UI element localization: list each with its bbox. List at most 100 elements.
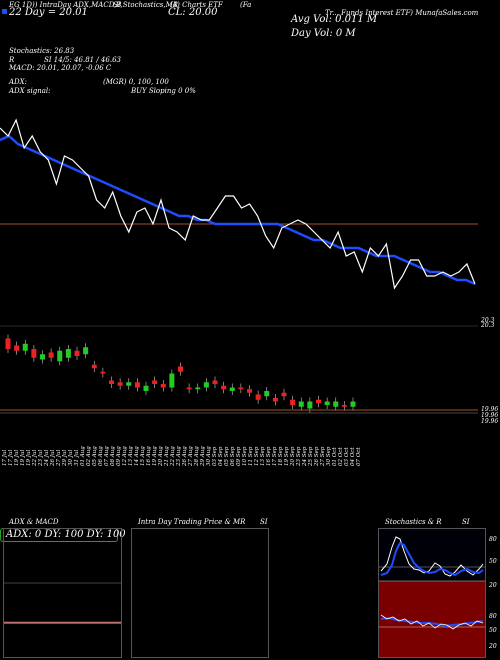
date-label-6: 23 Jul (38, 450, 44, 467)
legend-marker-icon (2, 9, 7, 14)
date-label-18: 08 Aug (110, 446, 116, 466)
rsi-tick-80: 80 (489, 613, 497, 620)
candle-body-16 (143, 385, 149, 391)
date-label-53: 27 Sep (320, 446, 326, 467)
date-label-9: 27 Jul (56, 450, 62, 467)
stoch-tick-20: 20 (489, 582, 497, 589)
candle-body-35 (307, 401, 313, 409)
header-title-left: EG 1D)) IntraDay ADX,MACD,B (9, 1, 122, 9)
date-label-56: 02 Oct (338, 447, 344, 466)
candle-body-11 (100, 371, 106, 374)
date-readout: 22 Day = 20.01 (9, 7, 88, 18)
date-label-15: 05 Aug (92, 446, 98, 466)
date-label-42: 12 Sep (254, 446, 260, 466)
candle-body-12 (109, 380, 114, 384)
date-label-1: 17 Jul (8, 450, 14, 466)
date-label-13: 01 Aug (80, 446, 86, 466)
candle-body-23 (203, 382, 209, 388)
rsi-tick-50: 50 (489, 627, 497, 634)
date-label-52: 26 Sep (314, 446, 320, 467)
stoch-tick-80: 80 (489, 536, 497, 543)
candle-body-26 (229, 387, 235, 391)
candle-body-39 (341, 405, 347, 407)
price-label-top: 20.3 (481, 317, 495, 324)
date-label-4: 19 Jul (26, 450, 32, 466)
date-label-0: 17 Jul (2, 450, 8, 466)
date-label-45: 17 Sep (272, 446, 278, 466)
price-chart: 17 Jul 17 Jul 19 Jul 19 Jul 19 Jul 22 Jul 23 J… (0, 118, 478, 467)
date-label-30: 26 Aug (182, 446, 188, 467)
stoch-panel-title: Stochastics & R (385, 518, 442, 526)
series-line-0 (0, 134, 476, 286)
adx-panel-readout: ADX: 0 DY: 100 DY: 100 (6, 529, 126, 540)
date-label-36: 04 Sep (218, 446, 224, 466)
candle-body-37 (324, 401, 330, 405)
date-label-29: 23 Aug (176, 446, 182, 467)
date-label-14: 02 Aug (86, 446, 92, 466)
rsi-tick-20: 20 (489, 643, 497, 650)
date-label-44: 16 Sep (266, 446, 272, 466)
adx-panel (3, 528, 122, 658)
candle-body-9 (83, 347, 89, 355)
date-label-46: 18 Sep (278, 446, 284, 466)
date-label-33: 29 Aug (200, 446, 206, 467)
candle-body-29 (255, 394, 261, 400)
date-label-17: 07 Aug (104, 446, 110, 466)
rsi-line (380, 614, 484, 630)
price-label-top2: 20.3 (481, 322, 495, 329)
candle-body-5 (48, 352, 54, 358)
date-label-26: 20 Aug (158, 446, 164, 467)
header-title-mid2: (4) Charts ETF (170, 1, 223, 9)
date-label-28: 22 Aug (170, 446, 176, 467)
date-label-22: 14 Aug (134, 446, 140, 466)
date-label-48: 20 Sep (290, 446, 296, 467)
close-readout: CL: 20.00 (168, 7, 218, 18)
header-title-far: Tr... Funds Interest ETF) MunafaSales.co… (325, 9, 479, 17)
rsi-readout-r: R (9, 56, 15, 64)
date-label-31: 27 Aug (188, 446, 194, 467)
date-label-59: 07 Oct (356, 447, 362, 466)
buy-signal-readout: BUY Sloping 0 0% (131, 87, 196, 95)
series-line-1 (0, 118, 476, 290)
day-volume-readout: Day Vol: 0 M (291, 28, 356, 39)
candle-body-19 (169, 373, 175, 388)
header-title-mid: SI,Stochastics,MR (113, 1, 179, 9)
date-label-27: 21 Aug (164, 446, 170, 467)
date-label-50: 24 Sep (302, 446, 308, 467)
stoch-tick-50: 50 (489, 558, 497, 565)
price-label-low3: 19.96 (481, 418, 499, 425)
candle-body-8 (74, 350, 80, 356)
stochastics-readout: Stochastics: 26.83 (9, 47, 75, 55)
macd-readout: MACD: 20.01, 20.07, -0.06 C (9, 64, 112, 72)
avg-volume-readout: Avg Vol: 0.011 M (291, 14, 378, 25)
intraday-panel-si: SI (260, 518, 268, 526)
candle-body-31 (272, 398, 278, 402)
stoch-panel-si: SI (462, 518, 470, 526)
date-label-32: 28 Aug (194, 446, 200, 467)
candle-body-40 (350, 401, 356, 407)
intraday-panel (131, 528, 269, 658)
date-label-20: 12 Aug (122, 446, 128, 466)
date-label-37: 05 Sep (224, 446, 230, 466)
candle-body-36 (316, 399, 321, 404)
date-label-41: 11 Sep (248, 446, 254, 466)
date-label-57: 03 Oct (344, 447, 350, 466)
date-label-10: 29 Jul (62, 450, 68, 467)
date-label-54: 30 Sep (326, 446, 332, 466)
date-label-3: 19 Jul (20, 450, 26, 466)
candle-body-17 (152, 380, 158, 384)
date-label-12: 31 Jul (74, 450, 80, 466)
date-label-16: 06 Aug (98, 446, 104, 466)
candle-body-30 (264, 391, 270, 397)
candle-body-24 (212, 380, 218, 384)
date-label-58: 04 Oct (350, 447, 356, 466)
date-label-51: 25 Sep (308, 446, 314, 467)
date-label-49: 23 Sep (296, 446, 302, 467)
candle-body-7 (65, 349, 71, 358)
date-label-25: 19 Aug (152, 446, 158, 466)
date-label-38: 06 Sep (230, 446, 236, 466)
date-label-34: 30 Aug (206, 446, 212, 466)
candle-body-33 (290, 399, 296, 405)
stochastics-panel (378, 528, 486, 658)
rsi-readout: SI 14/5: 46.81 / 46.63 (44, 56, 121, 64)
